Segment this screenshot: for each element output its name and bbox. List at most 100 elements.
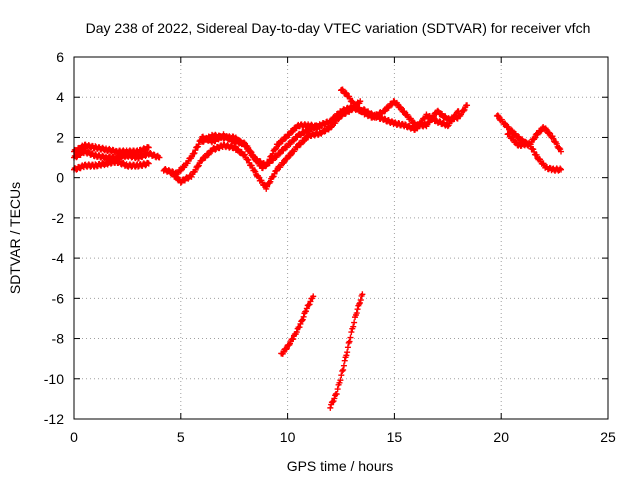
chart-title: Day 238 of 2022, Sidereal Day-to-day VTE… xyxy=(86,20,591,36)
data-point xyxy=(357,297,364,304)
data-point xyxy=(245,157,252,164)
data-point xyxy=(338,372,345,379)
data-point xyxy=(280,160,287,167)
data-point xyxy=(354,306,361,313)
y-tick-label: -4 xyxy=(52,250,65,266)
data-point xyxy=(299,317,306,324)
data-point xyxy=(464,102,471,109)
data-point xyxy=(300,313,307,320)
data-point xyxy=(357,98,364,105)
x-axis-title: GPS time / hours xyxy=(287,458,394,474)
series-track-l xyxy=(327,291,366,411)
data-point xyxy=(461,106,468,113)
data-point xyxy=(341,357,348,364)
series-track-i xyxy=(493,112,565,155)
x-tick-label: 10 xyxy=(280,429,296,445)
data-point xyxy=(265,159,272,166)
data-point xyxy=(531,134,538,141)
data-point xyxy=(430,114,437,121)
y-tick-label: 6 xyxy=(56,49,64,65)
data-point xyxy=(558,166,565,173)
y-axis: -12 -10 -8 -6 -4 -2 0 2 4 6 xyxy=(44,49,608,427)
data-point xyxy=(195,141,202,148)
data-point xyxy=(525,139,532,146)
data-point xyxy=(269,150,276,157)
data-point xyxy=(327,404,334,411)
data-point xyxy=(343,352,350,359)
data-point xyxy=(553,140,560,147)
y-tick-label: 4 xyxy=(56,89,64,105)
series-track-k xyxy=(278,293,317,357)
y-tick-label: -2 xyxy=(52,210,65,226)
data-point xyxy=(266,156,273,163)
data-point xyxy=(252,168,259,175)
data-point xyxy=(557,165,564,172)
data-point xyxy=(303,308,310,315)
data-point xyxy=(310,293,317,300)
data-point xyxy=(550,135,557,142)
y-tick-label: 2 xyxy=(56,129,64,145)
data-point xyxy=(287,340,294,347)
data-point xyxy=(345,339,352,346)
data-point xyxy=(198,157,205,164)
x-tick-label: 5 xyxy=(177,429,185,445)
data-point xyxy=(417,120,424,127)
data-point xyxy=(195,163,202,170)
data-point xyxy=(156,154,163,161)
x-tick-label: 20 xyxy=(493,429,509,445)
data-point xyxy=(145,144,152,151)
data-point xyxy=(350,323,357,330)
data-point xyxy=(340,366,347,373)
data-point xyxy=(255,174,262,181)
data-point xyxy=(316,124,323,131)
data-point xyxy=(434,107,441,114)
data-point xyxy=(334,386,341,393)
series-track-h xyxy=(359,106,462,133)
series-track-j xyxy=(504,130,565,174)
data-point xyxy=(250,152,257,159)
data-point xyxy=(388,101,395,108)
data-point xyxy=(328,124,335,131)
data-point xyxy=(272,146,279,153)
data-point xyxy=(359,291,366,298)
data-point xyxy=(455,108,462,115)
data-point xyxy=(242,142,249,149)
data-point xyxy=(344,344,351,351)
data-point xyxy=(191,150,198,157)
data-point xyxy=(331,395,338,402)
x-tick-label: 25 xyxy=(600,429,616,445)
data-point xyxy=(264,159,271,166)
data-point xyxy=(303,305,310,312)
data-point xyxy=(190,150,197,157)
series-track-c xyxy=(71,141,152,156)
data-point xyxy=(397,103,404,110)
data-point xyxy=(344,349,351,356)
series-track-a xyxy=(71,147,163,162)
x-tick-label: 15 xyxy=(387,429,403,445)
data-point xyxy=(273,145,280,152)
x-axis: 0 5 10 15 20 25 xyxy=(70,57,616,445)
data-point xyxy=(329,398,336,405)
data-point xyxy=(458,111,465,118)
data-point xyxy=(172,173,179,180)
data-point xyxy=(452,113,459,120)
data-point xyxy=(276,150,283,157)
data-point xyxy=(264,183,271,190)
data-point xyxy=(337,377,344,384)
data-point xyxy=(195,162,202,169)
data-point xyxy=(296,324,303,331)
y-tick-label: -6 xyxy=(52,290,65,306)
data-point xyxy=(356,301,363,308)
data-point xyxy=(342,89,349,96)
data-point xyxy=(241,151,248,158)
data-point xyxy=(348,329,355,336)
data-point xyxy=(267,178,274,185)
series-track-e xyxy=(167,98,364,192)
y-tick-label: -10 xyxy=(44,371,64,387)
series-track-f xyxy=(199,121,323,170)
data-point xyxy=(494,112,501,119)
data-point xyxy=(348,107,355,114)
data-points xyxy=(71,86,565,411)
data-point xyxy=(356,299,363,306)
data-point xyxy=(444,123,451,130)
